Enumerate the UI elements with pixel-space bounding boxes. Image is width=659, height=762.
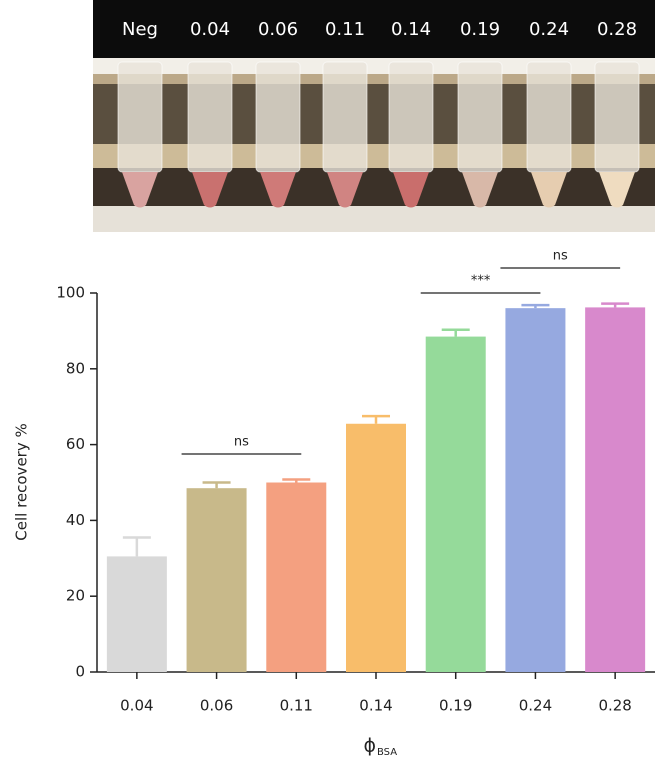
bar [346,423,406,672]
tubes: Neg 0.04 0.06 0.11 0.14 0.19 0.24 0.28 [117,19,640,208]
photo-label: 0.24 [529,19,569,40]
chart: Cell recovery % ϕ BSA 0 20 40 60 80 100 0.04 0.… [13,249,655,758]
photo-top [93,0,655,58]
tube [255,61,301,173]
x-axis-label-subscript: BSA [377,747,397,758]
y-tick-label: 40 [66,511,85,529]
x-tick-label: 0.24 [519,697,552,715]
significance-label: ns [553,249,568,264]
photo-label: Neg [122,19,158,40]
tube [594,61,640,173]
y-tick-label: 60 [66,435,85,453]
tube [457,61,503,173]
tube-tip [327,172,363,208]
photo-label: 0.28 [597,19,637,40]
y-axis-label: Cell recovery % [13,423,31,540]
bar [585,307,646,672]
y-tick-label: 0 [75,663,85,681]
tube-tip [462,172,498,208]
rack-top [93,74,655,84]
tube-tip [393,172,429,208]
photo-label: 0.19 [460,19,500,40]
bar [106,556,167,672]
tube [187,61,233,173]
photo-label: 0.11 [325,19,365,40]
y-tick-label: 100 [56,284,85,302]
x-tick-label: 0.28 [598,697,631,715]
x-tick-label: 0.04 [120,697,153,715]
photo-bench [93,206,655,232]
x-tick-label: 0.11 [280,697,313,715]
x-tick-label: 0.06 [200,697,233,715]
tube [388,61,434,173]
tube [322,61,368,173]
x-axis-label: ϕ [363,735,376,757]
significance-label: ns [234,435,249,450]
x-tick-label: 0.19 [439,697,472,715]
tube-tip [531,172,567,208]
tube [526,61,572,173]
bar [425,336,486,672]
x-tick-label: 0.14 [359,697,392,715]
bar [266,482,327,672]
tube-caps [93,58,655,74]
tube-tip [122,172,158,208]
photo-label: 0.14 [391,19,431,40]
tube [117,61,163,173]
photo: Neg 0.04 0.06 0.11 0.14 0.19 0.24 0.28 [93,0,655,232]
tube-tip [192,172,228,208]
y-tick-label: 80 [66,359,85,377]
photo-label: 0.06 [258,19,298,40]
bar [186,488,247,672]
tube-tip [599,172,635,208]
photo-label: 0.04 [190,19,230,40]
tube-tip [260,172,296,208]
rack-bottom [93,168,655,210]
bar [505,308,566,672]
y-tick-label: 20 [66,587,85,605]
significance-label: *** [471,274,491,289]
